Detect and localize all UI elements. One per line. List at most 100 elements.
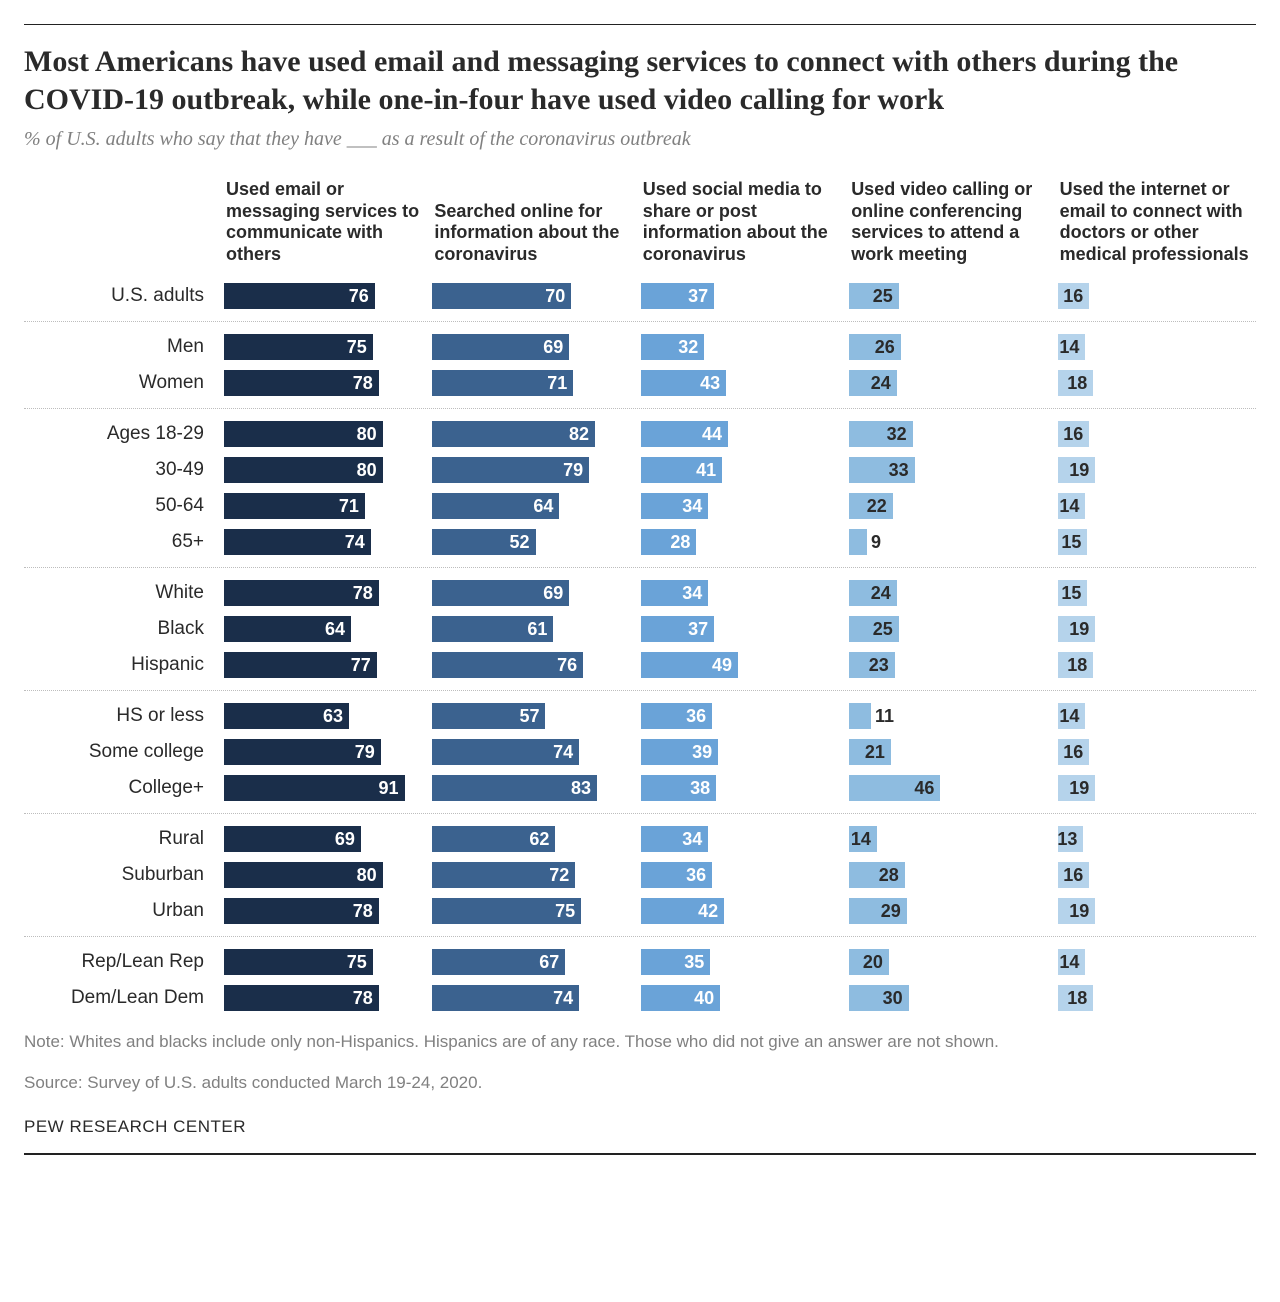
bar-value: 19: [1069, 460, 1095, 481]
chart-note: Note: Whites and blacks include only non…: [24, 1031, 1256, 1054]
bar-value: 36: [686, 706, 712, 727]
bar-value: 14: [1059, 496, 1085, 517]
bar-cell: 25: [849, 614, 1047, 644]
bar-cell: 38: [641, 773, 839, 803]
column-header: Used video calling or online conferencin…: [849, 179, 1047, 275]
bar: 44: [641, 421, 728, 447]
column-header: Used social media to share or post infor…: [641, 179, 839, 275]
column-header: Used email or messaging services to comm…: [224, 179, 422, 275]
bar: 74: [224, 529, 371, 555]
bar: 35: [641, 949, 710, 975]
bar-cell: 91: [224, 773, 422, 803]
bar-cell: 39: [641, 737, 839, 767]
header-spacer: [24, 179, 214, 275]
bar-cell: 83: [432, 773, 630, 803]
bar: 22: [849, 493, 893, 519]
bar: 76: [224, 283, 375, 309]
group-separator: [24, 567, 1256, 568]
bar-cell: 35: [641, 947, 839, 977]
bar: 18: [1058, 652, 1094, 678]
bar-cell: 19: [1058, 455, 1256, 485]
bar: 74: [432, 985, 579, 1011]
bar-cell: 34: [641, 824, 839, 854]
bar-value: 26: [875, 337, 901, 358]
bar-cell: 70: [432, 281, 630, 311]
bar-cell: 79: [432, 455, 630, 485]
chart-footer: PEW RESEARCH CENTER: [24, 1117, 1256, 1155]
bar-cell: 16: [1058, 281, 1256, 311]
bar-value: 61: [527, 619, 553, 640]
bar-cell: 69: [432, 578, 630, 608]
bar-cell: 20: [849, 947, 1047, 977]
bar-cell: 40: [641, 983, 839, 1013]
bar: 9: [849, 529, 867, 555]
bar: 34: [641, 826, 708, 852]
bar: 52: [432, 529, 535, 555]
bar-cell: 41: [641, 455, 839, 485]
bar: 80: [224, 421, 383, 447]
bar: 64: [432, 493, 559, 519]
bar-cell: 16: [1058, 737, 1256, 767]
bar-value: 14: [1059, 952, 1085, 973]
row-label: 50-64: [24, 495, 214, 517]
bar-cell: 75: [224, 947, 422, 977]
bar-value: 57: [519, 706, 545, 727]
bar-value: 69: [543, 337, 569, 358]
bar-cell: 15: [1058, 527, 1256, 557]
bar-value: 44: [702, 424, 728, 445]
row-label: Women: [24, 372, 214, 394]
bar: 39: [641, 739, 718, 765]
bar-cell: 74: [432, 983, 630, 1013]
bar-value: 75: [555, 901, 581, 922]
bar: 33: [849, 457, 914, 483]
bar-value: 34: [682, 583, 708, 604]
bar-cell: 78: [224, 368, 422, 398]
bar-value: 34: [682, 829, 708, 850]
bar-cell: 14: [1058, 701, 1256, 731]
bar-value: 80: [357, 424, 383, 445]
bar: 14: [1058, 703, 1086, 729]
group-separator: [24, 408, 1256, 409]
chart-container: Most Americans have used email and messa…: [24, 24, 1256, 1155]
bar-cell: 14: [1058, 947, 1256, 977]
bar-cell: 18: [1058, 983, 1256, 1013]
bar: 18: [1058, 370, 1094, 396]
bar-value: 30: [883, 988, 909, 1009]
bar-cell: 76: [432, 650, 630, 680]
bar-cell: 62: [432, 824, 630, 854]
bar: 76: [432, 652, 583, 678]
bar-cell: 14: [849, 824, 1047, 854]
bar: 28: [849, 862, 905, 888]
bar-cell: 43: [641, 368, 839, 398]
bar-value: 41: [696, 460, 722, 481]
bar: 19: [1058, 457, 1096, 483]
bar-cell: 77: [224, 650, 422, 680]
bar: 42: [641, 898, 724, 924]
bar: 74: [432, 739, 579, 765]
bar-value: 71: [547, 373, 573, 394]
bar-cell: 75: [224, 332, 422, 362]
bar-cell: 11: [849, 701, 1047, 731]
bar: 24: [849, 370, 897, 396]
bar-value: 21: [865, 742, 891, 763]
bar-value: 14: [1059, 706, 1085, 727]
row-label: White: [24, 582, 214, 604]
bar-value: 74: [345, 532, 371, 553]
bar-value: 78: [353, 901, 379, 922]
bar-value: 82: [569, 424, 595, 445]
bar-value: 19: [1069, 619, 1095, 640]
bar: 78: [224, 580, 379, 606]
bar-cell: 71: [432, 368, 630, 398]
bar-cell: 36: [641, 860, 839, 890]
bar-value: 16: [1063, 424, 1089, 445]
bar: 80: [224, 862, 383, 888]
bar: 34: [641, 493, 708, 519]
bar: 71: [224, 493, 365, 519]
bar: 43: [641, 370, 726, 396]
bar: 16: [1058, 421, 1090, 447]
bar: 25: [849, 283, 899, 309]
bar-value: 78: [353, 988, 379, 1009]
bar: 70: [432, 283, 571, 309]
bar-value: 80: [357, 865, 383, 886]
bar: 19: [1058, 775, 1096, 801]
